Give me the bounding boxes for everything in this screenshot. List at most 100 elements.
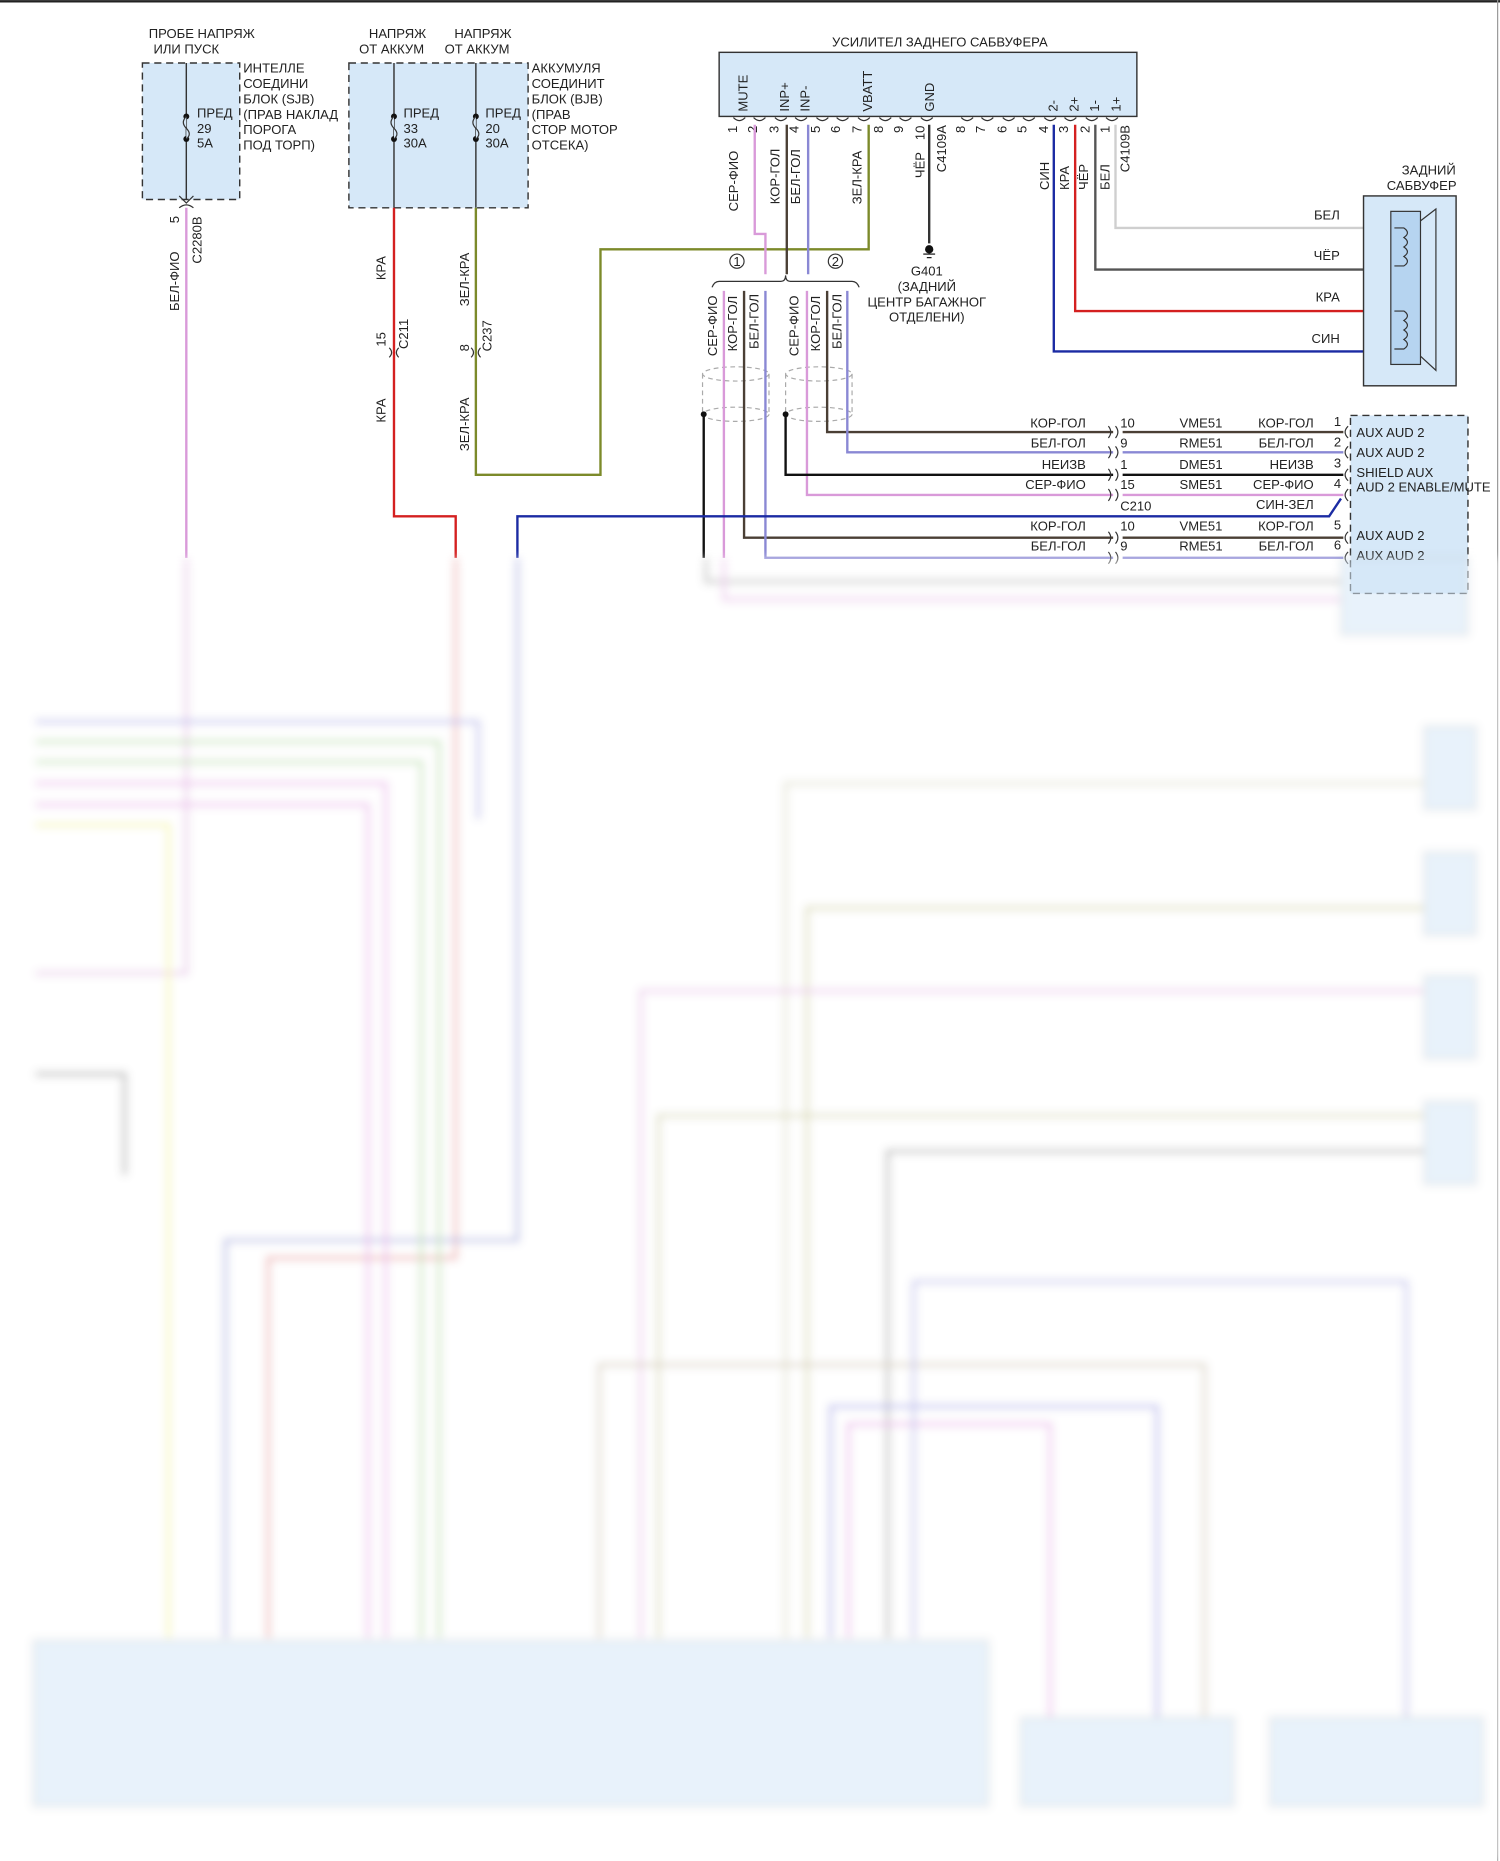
- rear-subwoofer: ЗАДНИЙ САБВУФЕР: [1362, 163, 1457, 387]
- pin-number: 10: [1120, 415, 1135, 430]
- sjb-source-label: ИЛИ ПУСК: [153, 42, 219, 57]
- fuse-number: 29: [197, 121, 212, 136]
- wire-color-label: СЕР-ФИО: [787, 296, 802, 357]
- circuit-id: RME51: [1179, 436, 1223, 451]
- smart-junction-block: ПРОБЕ НАПРЯЖ ИЛИ ПУСК ПРЕД 29 5А ИНТЕЛЛЕ…: [141, 26, 338, 311]
- wire-color-label: КОР-ГОЛ: [1030, 415, 1086, 430]
- wire-sin-zel: [516, 497, 1342, 558]
- pin-number: 8: [953, 126, 968, 133]
- wire-kor-gol: [742, 290, 1114, 539]
- ground-id: G401: [911, 263, 943, 278]
- wire-color-label: БЕЛ: [1098, 164, 1113, 190]
- connector-id: C4109A: [934, 125, 949, 172]
- wire-kra: [392, 207, 457, 558]
- wire-color-label: СЕР-ФИО: [726, 151, 741, 212]
- fuse-label: ПРЕД: [485, 106, 521, 121]
- wire-color-label: СЕР-ФИО: [705, 296, 720, 357]
- bjb-label: ОТСЕКА): [532, 138, 589, 153]
- aux-pin-number: 5: [1334, 517, 1341, 532]
- wire-color-label: БЕЛ-ГОЛ: [1031, 436, 1086, 451]
- c210-row: НЕИЗВ 1 DME51 НЕИЗВ 3: [1042, 456, 1349, 482]
- speaker-icon: [1390, 210, 1422, 366]
- pin-socket-icon: [816, 117, 829, 122]
- pin-label: 2+: [1067, 97, 1082, 112]
- wire-color-label: НЕИЗВ: [1270, 457, 1314, 472]
- wire-color-label: КОР-ГОЛ: [1258, 415, 1314, 430]
- wire-color-label: ЧЁР: [1314, 248, 1340, 263]
- fuse-icon: [472, 113, 480, 142]
- pair-marker: 1: [733, 254, 740, 269]
- twisted-pair-brace: 1 2 СЕР-ФИО КОР-ГОЛ БЕЛ-ГОЛ СЕР-ФИО КОР-…: [701, 253, 860, 422]
- pin-number: 10: [912, 126, 927, 141]
- pin-number: 5: [167, 216, 182, 223]
- pin-number: 4: [1036, 126, 1051, 133]
- aux-pin-label: AUX AUD 2: [1356, 528, 1424, 543]
- pin-number: 15: [1120, 477, 1135, 492]
- c210-row: КОР-ГОЛ 10 VME51 КОР-ГОЛ 1: [1030, 414, 1349, 439]
- fuse-rating: 30А: [485, 135, 509, 150]
- aux-pin-number: 4: [1334, 476, 1341, 491]
- pin-number: 9: [891, 126, 906, 133]
- wire-color-label: БЕЛ-ГОЛ: [829, 294, 844, 349]
- connector-icon: [1107, 531, 1119, 545]
- wire-color-label: СИН: [1037, 162, 1052, 190]
- pin-number: 15: [374, 332, 389, 347]
- c210-row: СИН-ЗЕЛ: [1256, 497, 1314, 512]
- fuse-number: 33: [403, 121, 418, 136]
- battery-junction-block: НАПРЯЖ ОТ АККУМ НАПРЯЖ ОТ АККУМ ПРЕД 33 …: [348, 26, 618, 209]
- connector-icon: [470, 347, 482, 358]
- bjb-source-label: ОТ АККУМ: [445, 42, 510, 57]
- aux-pin-label: AUD 2 ENABLE/MUTE: [1356, 479, 1490, 494]
- pin-number: 5: [1015, 126, 1030, 133]
- wire-color-label: ЗЕЛ-КРА: [457, 252, 472, 306]
- fuse-rating: 30А: [403, 135, 427, 150]
- pin-socket-icon: [774, 117, 788, 122]
- pin-number: 3: [1056, 126, 1071, 133]
- wire-sin: [1052, 124, 1395, 353]
- subwoofer-title: САБВУФЕР: [1387, 178, 1457, 193]
- c210-row: БЕЛ-ГОЛ 9 RME51 БЕЛ-ГОЛ 2: [1031, 434, 1349, 459]
- pin-socket-icon: [1105, 117, 1119, 122]
- bjb-label: БЛОК (BJB): [532, 91, 603, 106]
- wire-color-label: НЕИЗВ: [1042, 457, 1086, 472]
- connector-icon: [1107, 468, 1119, 482]
- connector-id: C210: [1120, 498, 1151, 513]
- pin-number: 7: [973, 126, 988, 133]
- wire-color-label: КРА: [374, 256, 389, 280]
- wire-color-label: ЧЁР: [912, 152, 927, 178]
- fuse-rating: 5А: [197, 135, 213, 150]
- pin-number: 2: [745, 126, 760, 133]
- pin-socket-icon: [1344, 531, 1349, 545]
- pin-number: 1: [725, 126, 740, 133]
- wire-color-label: СЕР-ФИО: [1025, 477, 1086, 492]
- pin-socket-icon: [857, 117, 871, 122]
- wire-color-label: КРА: [374, 398, 389, 422]
- pin-number: 5: [808, 126, 823, 133]
- sjb-label: (ПРАВ НАКЛАД: [243, 107, 338, 122]
- aux-pin-label: AUX AUD 2: [1356, 445, 1424, 460]
- connector-icon: [1107, 445, 1119, 459]
- pin-number: 7: [850, 126, 865, 133]
- fuse-number: 20: [485, 121, 500, 136]
- pin-label: 1+: [1108, 97, 1123, 112]
- pin-number: 8: [457, 344, 472, 351]
- pin-label: 2-: [1045, 100, 1060, 112]
- aux-pin-label: AUX AUD 2: [1356, 425, 1424, 440]
- coil-icon: [1394, 227, 1409, 267]
- wire-color-label: КОР-ГОЛ: [725, 296, 740, 352]
- wire-color-label: СЕР-ФИО: [1253, 477, 1314, 492]
- bjb-source-label: ОТ АККУМ: [359, 42, 424, 57]
- pin-number: 4: [787, 126, 802, 133]
- wire-kor-gol: [825, 290, 1114, 434]
- pin-socket-icon: [878, 117, 892, 122]
- connector-icon: [1107, 425, 1119, 439]
- circuit-id: RME51: [1179, 539, 1223, 554]
- wire-color-label: ЗЕЛ-КРА: [850, 150, 865, 204]
- bjb-box: [348, 62, 529, 209]
- pin-socket-icon: [1344, 488, 1349, 502]
- wire-color-label: СИН: [1312, 331, 1340, 346]
- ground-icon: [923, 245, 936, 259]
- wire-color-label: БЕЛ-ГОЛ: [1031, 539, 1086, 554]
